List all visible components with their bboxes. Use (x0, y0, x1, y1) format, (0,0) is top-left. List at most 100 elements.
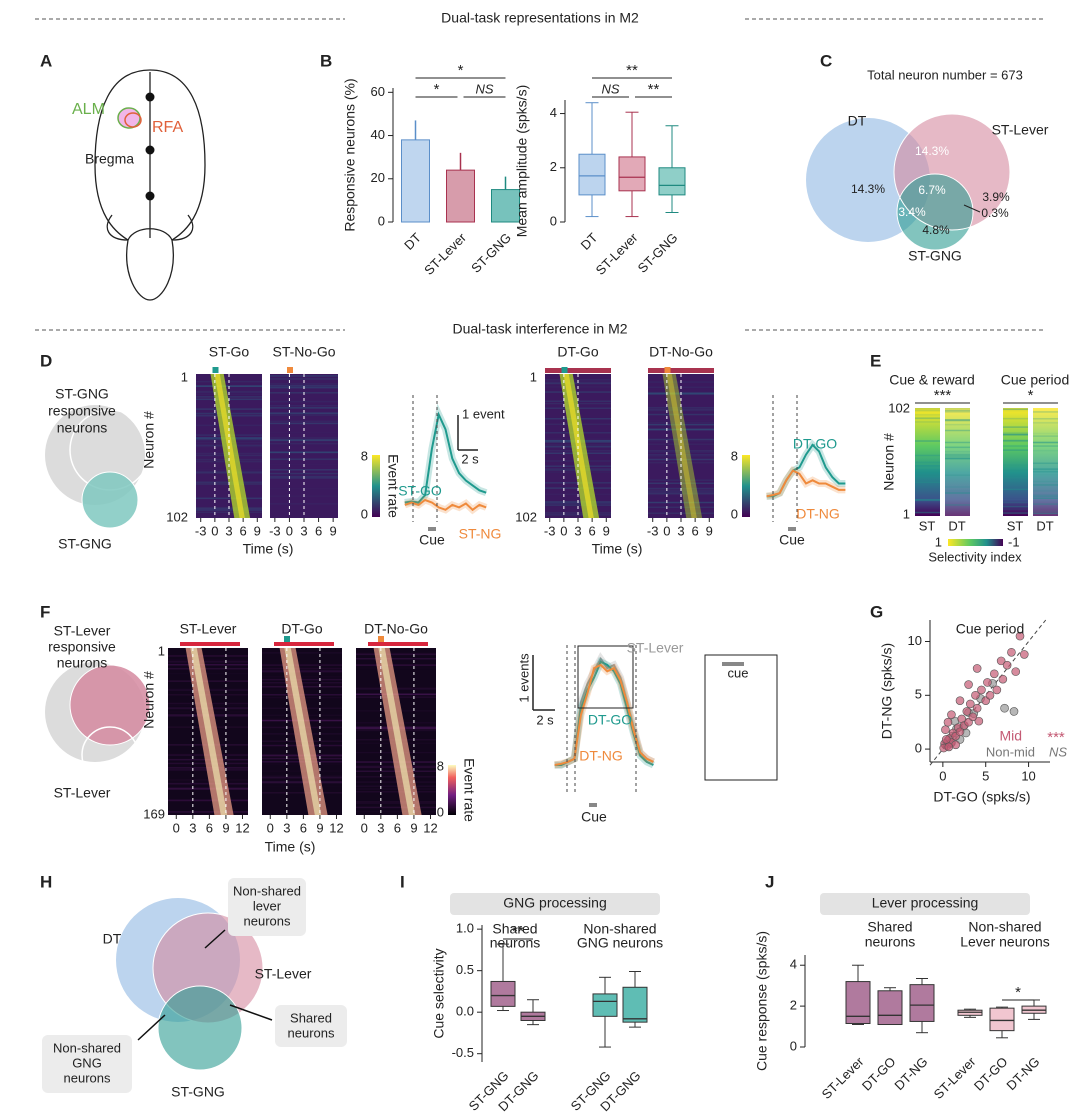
inset-frame (704, 654, 778, 781)
heatmap-noise (648, 408, 714, 411)
significance: * (1015, 984, 1021, 1001)
panel-letter: F (40, 602, 50, 621)
heatmap-noise (1003, 498, 1028, 501)
trace (554, 663, 654, 766)
point (977, 685, 986, 695)
heatmap-noise (270, 412, 338, 415)
heatmap-noise (915, 416, 940, 419)
heatmap-noise (262, 810, 342, 812)
heatmap-noise (168, 779, 248, 781)
venn-region: 3.4% (898, 205, 926, 219)
significance: ** (512, 923, 524, 940)
x-tick-label: 6 (315, 523, 322, 538)
y-tick-label: 1.0 (456, 921, 474, 936)
heatmap-noise (270, 414, 338, 416)
panel-letter: H (40, 872, 52, 891)
callout-box (228, 878, 306, 936)
cue-marker (664, 367, 671, 373)
heatmap-noise (545, 379, 611, 381)
heatmap-noise (168, 661, 248, 663)
heatmap-noise (1003, 479, 1028, 481)
point (972, 703, 982, 713)
chart-title: Cue period (956, 621, 1025, 637)
heatmap-noise (168, 813, 248, 816)
heatmap-noise (1033, 473, 1058, 476)
heatmap-noise (1003, 512, 1028, 514)
column-title: Cue & reward (889, 372, 975, 388)
venn-label: ST-GNG (58, 536, 112, 552)
significance: ** (648, 81, 660, 98)
selectivity-column (945, 408, 970, 516)
heatmap-noise (1033, 512, 1058, 515)
significance: *** (934, 387, 952, 404)
y-tick-label: 1 (181, 369, 188, 384)
heatmap-title: ST-Lever (180, 621, 237, 637)
heatmap-noise (262, 667, 342, 670)
heatmap-noise (356, 785, 436, 788)
colorbar-tick: 0 (437, 804, 444, 819)
significance: NS (475, 81, 493, 96)
heatmap-noise (168, 680, 248, 682)
point (972, 664, 982, 673)
y-tick-label: 2 (790, 998, 797, 1013)
colorbar-label: Selectivity index (928, 549, 1022, 564)
point (943, 717, 953, 727)
heatmap-noise (1033, 411, 1058, 413)
x-tick-label: 0 (361, 820, 368, 835)
x-tick-label: 12 (329, 820, 343, 835)
heatmap-noise (915, 426, 940, 428)
heatmap-noise (270, 442, 338, 445)
heatmap-noise (270, 407, 338, 409)
panel-letter: A (40, 51, 52, 70)
heatmap-noise (270, 437, 338, 439)
y-tick-label: 4 (790, 957, 797, 972)
x-tick-label: 12 (235, 820, 249, 835)
rfa-region (124, 112, 142, 128)
label: Bregma (85, 151, 134, 167)
colorbar-tick: 0 (361, 506, 368, 521)
heatmap-noise (1003, 469, 1028, 472)
heatmap-noise (915, 409, 940, 411)
x-tick-label: 6 (240, 523, 247, 538)
legend: Mid (999, 728, 1022, 744)
x-tick-label: ST-Lever (593, 229, 641, 277)
x-axis-label: Time (s) (592, 541, 643, 557)
venn-label: ST-GNG (908, 248, 962, 264)
x-axis-label: DT-GO (spks/s) (933, 789, 1030, 805)
legend: Non-mid (986, 744, 1035, 759)
heatmap-noise (1003, 508, 1028, 510)
point (983, 678, 992, 687)
x-tick-label: -3 (647, 523, 659, 538)
x-tick-label: 3 (677, 523, 684, 538)
series-label: DT-GO (793, 436, 837, 452)
inset-label: cue (728, 665, 749, 680)
heatmap-noise (945, 490, 970, 493)
cue-marker (722, 662, 744, 666)
heatmap-noise (915, 410, 940, 412)
heatmap-noise (1033, 442, 1058, 444)
heatmap-noise (196, 396, 262, 398)
task-bar (180, 642, 240, 646)
colorbar-tick: 0 (731, 506, 738, 521)
x-tick-label: 9 (410, 820, 417, 835)
heatmap-noise (270, 407, 338, 409)
heatmap-noise (356, 800, 436, 803)
trace (766, 469, 846, 498)
significance: * (434, 81, 440, 98)
scale-label: 2 s (536, 712, 554, 727)
x-tick-label: DT-GO (859, 1054, 899, 1094)
heatmap-noise (945, 419, 970, 422)
x-tick-label: DT (401, 230, 424, 253)
point (941, 735, 951, 744)
heatmap-noise (196, 390, 262, 393)
heatmap-noise (945, 419, 970, 421)
series-label: DT-GO (588, 712, 632, 728)
heatmap-noise (1033, 468, 1058, 471)
heatmap-noise (648, 443, 714, 446)
heatmap-noise (915, 414, 940, 416)
heatmap-noise (262, 670, 342, 672)
heatmap-noise (356, 788, 436, 790)
heatmap-noise (168, 659, 248, 662)
heatmap-noise (168, 788, 248, 790)
x-tick-label: DT-GO (971, 1054, 1011, 1094)
